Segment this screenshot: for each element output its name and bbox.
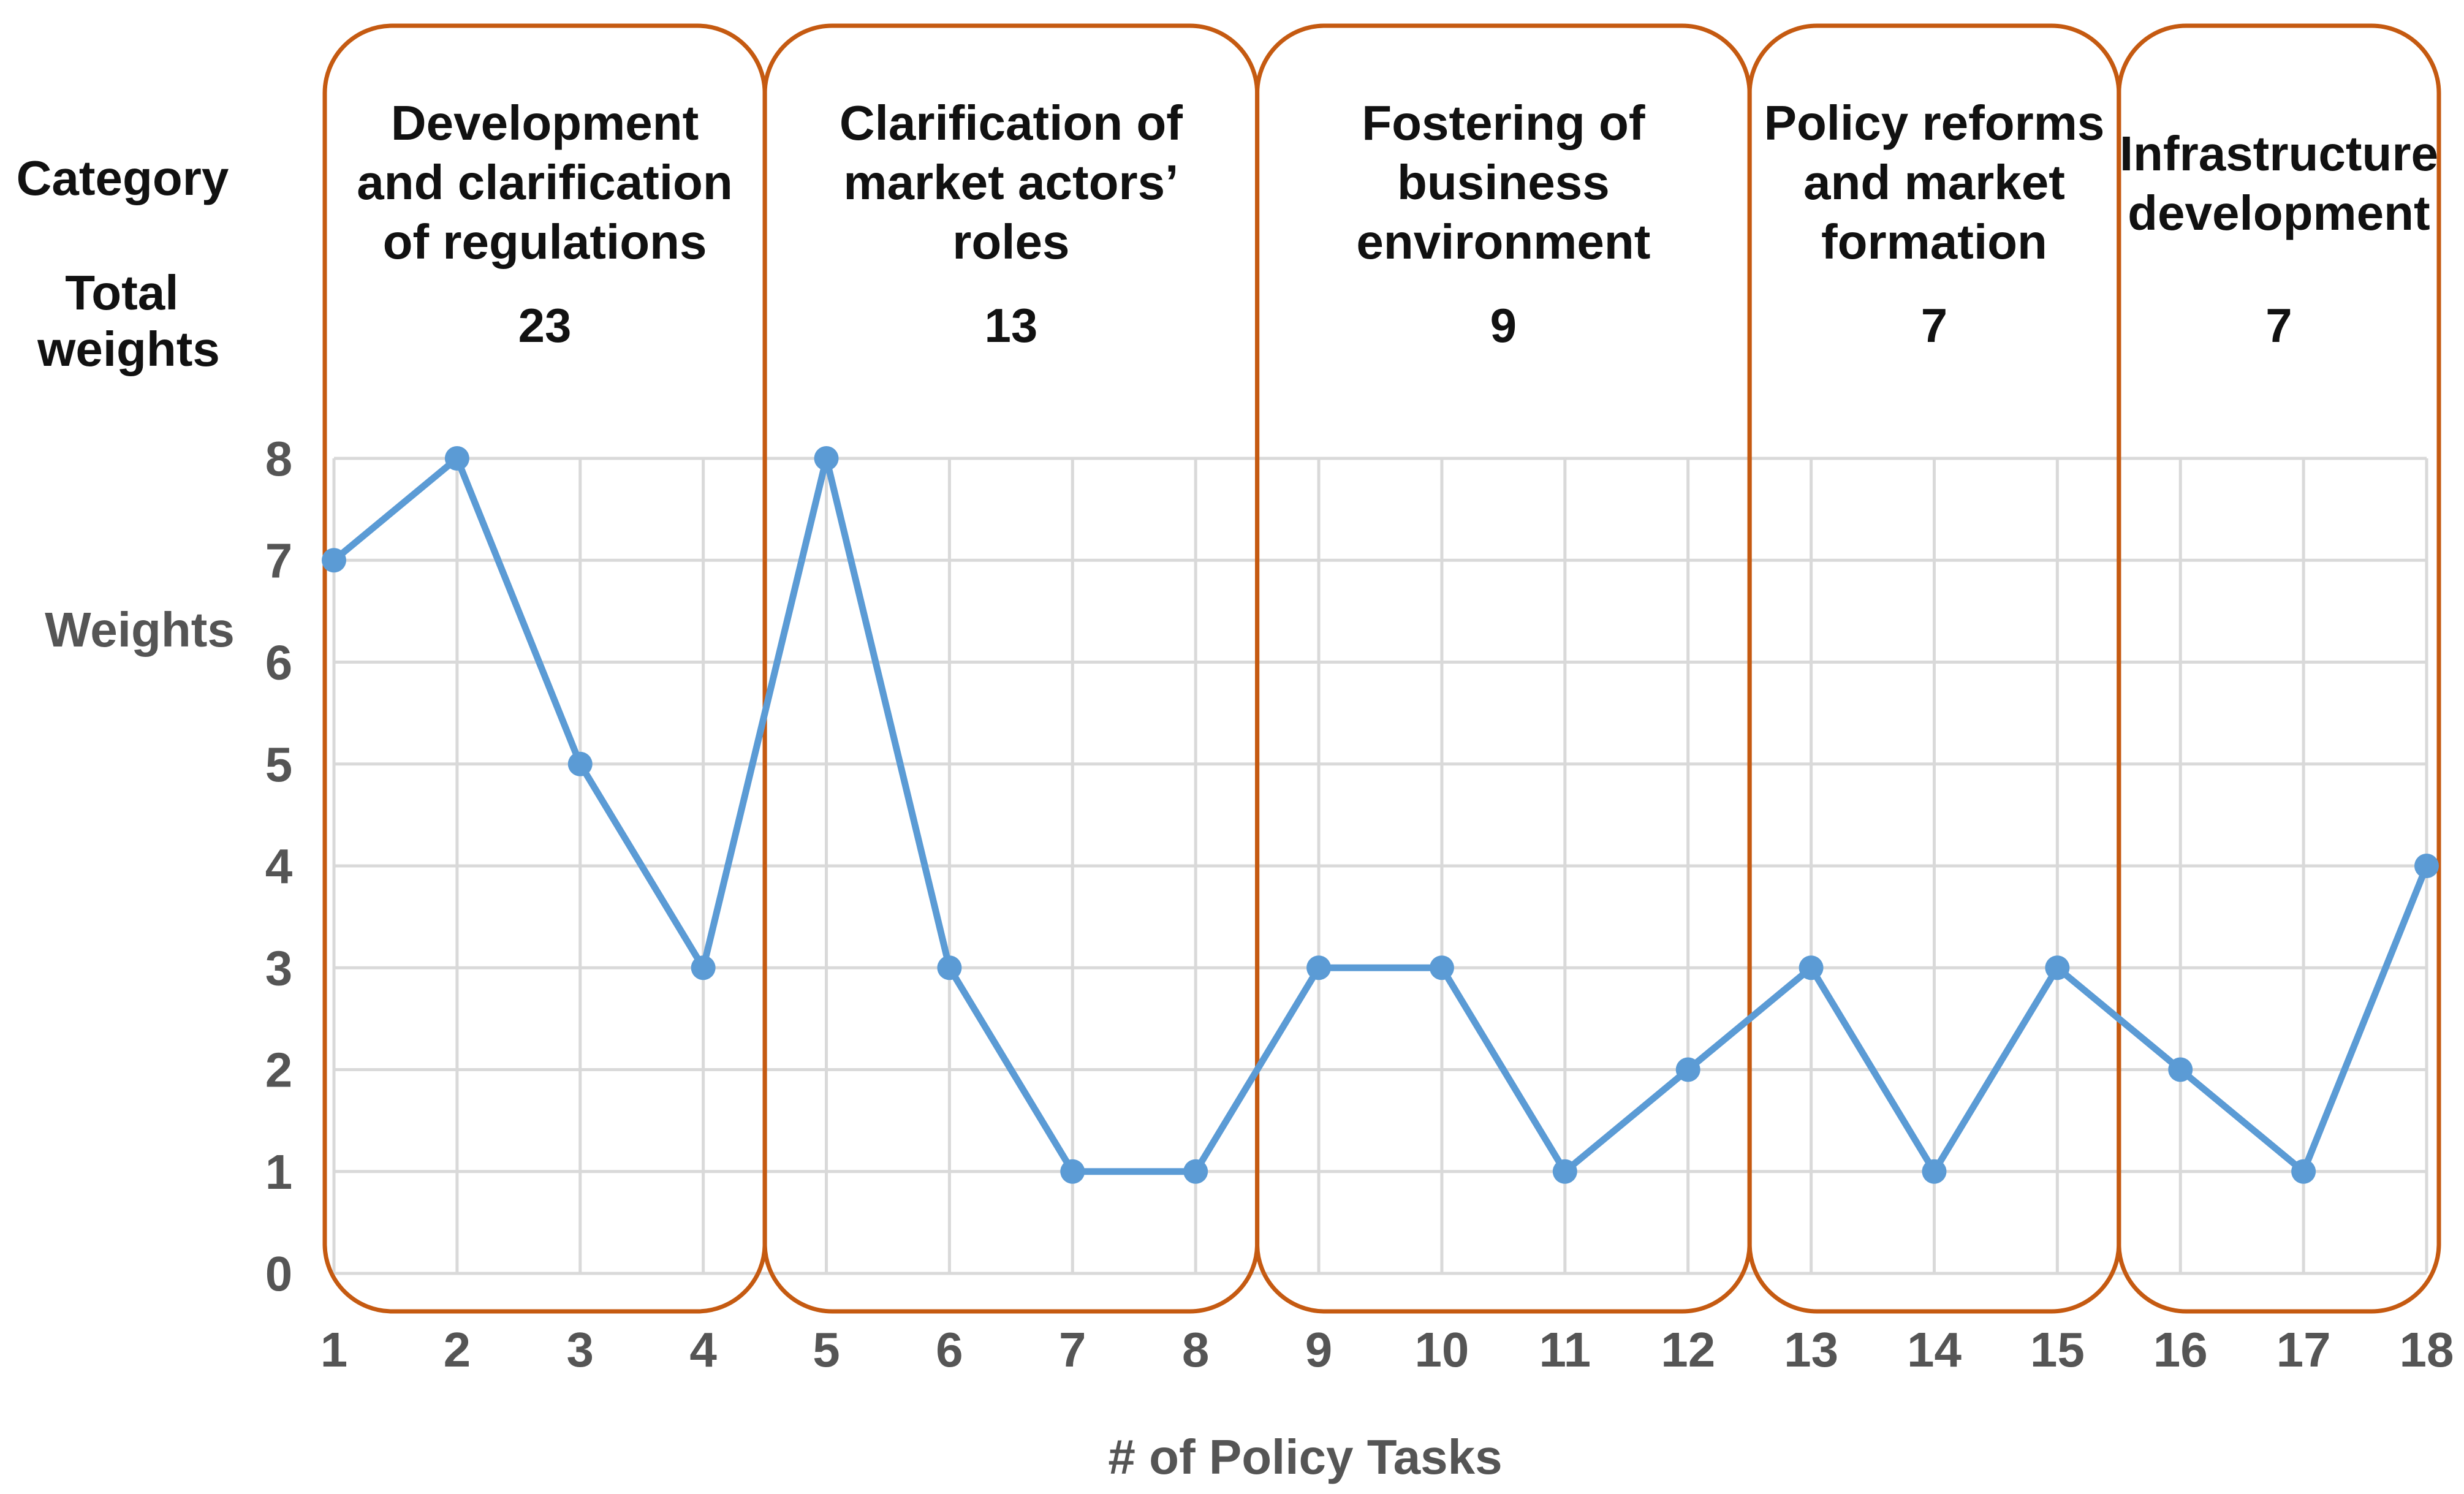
data-point-task-5 xyxy=(814,446,839,471)
x-tick-label-16: 16 xyxy=(2153,1322,2208,1377)
data-point-task-14 xyxy=(1922,1159,1947,1184)
y-tick-label-7: 7 xyxy=(265,533,293,588)
data-point-task-15 xyxy=(2045,955,2070,980)
data-point-task-7 xyxy=(1060,1159,1085,1184)
data-point-task-6 xyxy=(937,955,962,980)
category-5-label-line-2: development xyxy=(2128,186,2430,240)
data-point-task-13 xyxy=(1799,955,1824,980)
category-box-5 xyxy=(2117,23,2441,1314)
x-tick-label-1: 1 xyxy=(320,1322,348,1377)
weights-series xyxy=(322,446,2439,1184)
category-1-label-line-3: of regulations xyxy=(383,214,707,269)
x-tick-label-12: 12 xyxy=(1661,1322,1715,1377)
category-4-total-weight: 7 xyxy=(1921,298,1947,352)
category-4-label-line-3: formation xyxy=(1821,214,2047,269)
grid-lines xyxy=(332,457,2428,1275)
x-tick-label-13: 13 xyxy=(1784,1322,1838,1377)
x-tick-label-7: 7 xyxy=(1059,1322,1086,1377)
x-tick-label-11: 11 xyxy=(1539,1322,1591,1377)
data-point-task-16 xyxy=(2168,1057,2193,1082)
series-line-1 xyxy=(330,455,2430,1175)
x-tick-label-18: 18 xyxy=(2400,1322,2454,1377)
data-point-task-2 xyxy=(444,446,469,471)
category-3-label-line-2: business xyxy=(1397,155,1610,210)
x-tick-label-14: 14 xyxy=(1907,1322,1962,1377)
data-point-task-4 xyxy=(691,955,716,980)
data-point-task-9 xyxy=(1306,955,1332,980)
category-5-label-line-1: Infrastructure xyxy=(2120,126,2438,181)
x-tick-label-15: 15 xyxy=(2030,1322,2085,1377)
data-point-task-10 xyxy=(1429,955,1454,980)
category-row-label: Category xyxy=(17,151,229,205)
x-tick-label-6: 6 xyxy=(936,1322,963,1377)
x-tick-label-4: 4 xyxy=(689,1322,717,1377)
y-tick-label-6: 6 xyxy=(265,635,293,690)
y-tick-label-8: 8 xyxy=(265,431,293,486)
category-3-total-weight: 9 xyxy=(1490,298,1517,352)
x-tick-label-3: 3 xyxy=(567,1322,594,1377)
category-4-label-line-1: Policy reforms xyxy=(1764,96,2105,150)
data-point-task-12 xyxy=(1675,1057,1700,1082)
category-2-label-line-1: Clarification of xyxy=(840,96,1183,150)
y-tick-label-4: 4 xyxy=(265,839,293,893)
data-point-task-8 xyxy=(1183,1159,1208,1184)
category-2-total-weight: 13 xyxy=(984,298,1037,352)
x-axis-title: # of Policy Tasks xyxy=(1108,1430,1502,1484)
category-2-label-line-2: market actors’ xyxy=(843,155,1178,210)
category-1-label-line-1: Development xyxy=(391,96,699,150)
y-tick-label-5: 5 xyxy=(265,737,293,792)
total-weights-row-label: Total weights xyxy=(37,265,220,376)
data-point-task-18 xyxy=(2414,854,2439,878)
x-tick-label-5: 5 xyxy=(813,1322,840,1377)
y-tick-label-3: 3 xyxy=(265,941,293,995)
category-5-total-weight: 7 xyxy=(2265,298,2292,352)
x-tick-label-9: 9 xyxy=(1305,1322,1333,1377)
category-1-label-line-2: and clarification xyxy=(357,155,732,210)
y-tick-label-1: 1 xyxy=(265,1145,293,1199)
x-tick-label-2: 2 xyxy=(444,1322,471,1377)
x-tick-label-10: 10 xyxy=(1414,1322,1469,1377)
category-4-label-line-2: and market xyxy=(1803,155,2065,210)
chart-labels: Category Total weights Weights # of Poli… xyxy=(17,151,1503,1484)
data-point-task-3 xyxy=(567,751,593,776)
category-1-total-weight: 23 xyxy=(518,298,572,352)
x-tick-label-8: 8 xyxy=(1182,1322,1210,1377)
data-point-task-11 xyxy=(1552,1159,1577,1184)
category-3-label-line-3: environment xyxy=(1356,214,1650,269)
x-tick-label-17: 17 xyxy=(2276,1322,2331,1377)
category-2-label-line-3: roles xyxy=(952,214,1069,269)
data-point-task-17 xyxy=(2291,1159,2316,1184)
y-tick-label-2: 2 xyxy=(265,1043,293,1098)
y-tick-label-0: 0 xyxy=(265,1246,293,1301)
category-3-label-line-1: Fostering of xyxy=(1362,96,1645,150)
data-point-task-1 xyxy=(322,548,346,573)
y-axis-title: Weights xyxy=(45,602,235,657)
